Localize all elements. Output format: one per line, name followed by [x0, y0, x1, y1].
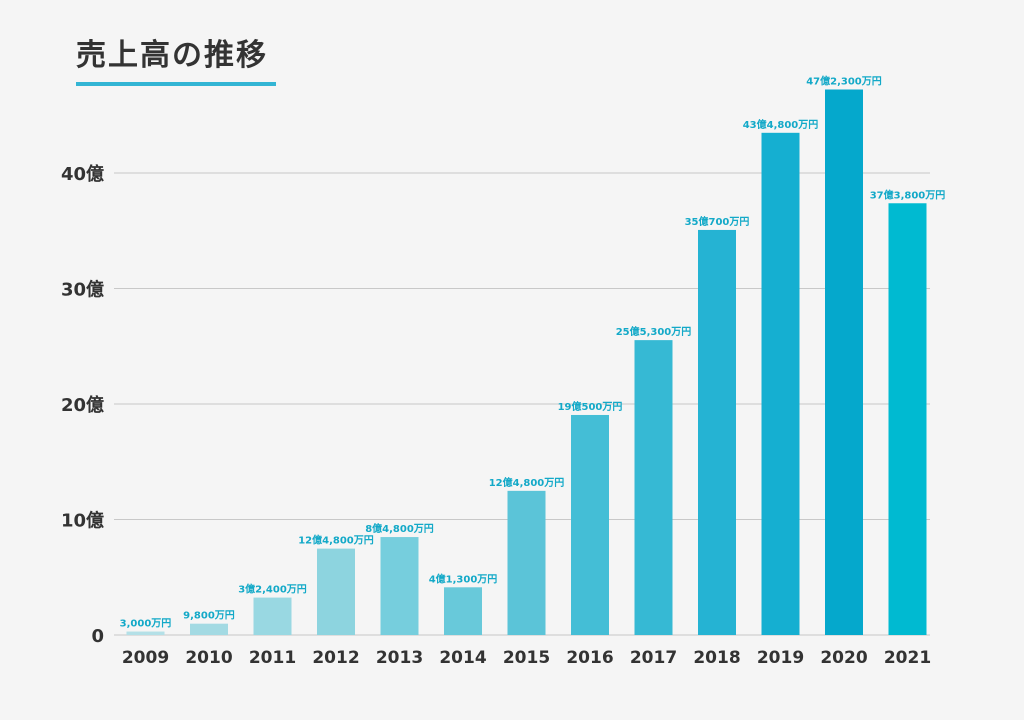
data-label: 43億4,800万円 — [743, 118, 819, 131]
bar-2020 — [825, 89, 863, 635]
x-tick-label: 2011 — [249, 648, 296, 668]
bar-2012 — [317, 548, 355, 635]
bars — [126, 89, 927, 636]
data-label: 4億1,300万円 — [429, 572, 498, 585]
bar-2021 — [888, 203, 927, 636]
x-tick-label: 2019 — [757, 648, 804, 668]
data-label: 9,800万円 — [183, 610, 235, 622]
bar-2015 — [507, 490, 546, 635]
bar-2018 — [698, 229, 736, 635]
x-tick-label: 2017 — [630, 648, 677, 668]
y-tick-label: 20億 — [61, 394, 104, 416]
data-label: 12億4,800万円 — [489, 476, 565, 489]
bar-2016 — [571, 414, 609, 635]
bar-2017 — [634, 340, 673, 635]
x-tick-label: 2021 — [884, 648, 931, 668]
data-label: 25億5,300万円 — [616, 325, 692, 338]
x-tick-label: 2009 — [122, 648, 169, 668]
x-tick-label: 2012 — [312, 648, 359, 668]
y-axis-ticks: 0 10億 20億 30億 40億 — [61, 163, 104, 647]
y-tick-label: 40億 — [61, 163, 104, 185]
chart-title: 売上高の推移 — [76, 38, 268, 73]
data-labels: 3,000万円9,800万円3億2,400万円12億4,800万円8億4,800… — [120, 74, 946, 629]
data-label: 3,000万円 — [120, 618, 172, 630]
data-label: 37億3,800万円 — [870, 188, 946, 201]
x-tick-label: 2014 — [439, 648, 486, 668]
data-label: 3億2,400万円 — [238, 583, 307, 596]
bar-2011 — [253, 597, 292, 635]
y-tick-label: 30億 — [61, 279, 104, 301]
bar-2013 — [380, 537, 419, 635]
data-label: 8億4,800万円 — [365, 522, 434, 535]
x-axis-ticks: 2009 2010 2011 2012 2013 2014 2015 2016 2017 2018… — [122, 648, 931, 668]
x-tick-label: 2020 — [820, 648, 867, 668]
x-tick-label: 2015 — [503, 648, 550, 668]
y-tick-label: 10億 — [61, 510, 104, 532]
bar-2014 — [444, 587, 482, 635]
x-tick-label: 2013 — [376, 648, 423, 668]
bar-2009 — [126, 631, 165, 635]
data-label: 35億700万円 — [685, 215, 750, 228]
bar-2019 — [761, 132, 800, 635]
y-tick-label: 0 — [91, 626, 104, 647]
x-tick-label: 2016 — [566, 648, 613, 668]
x-tick-label: 2010 — [185, 648, 232, 668]
data-label: 12億4,800万円 — [298, 534, 374, 547]
data-label: 47億2,300万円 — [806, 74, 882, 87]
bar-2010 — [190, 623, 228, 635]
data-label: 19億500万円 — [558, 400, 623, 413]
x-tick-label: 2018 — [693, 648, 740, 668]
title-underline — [76, 82, 276, 86]
